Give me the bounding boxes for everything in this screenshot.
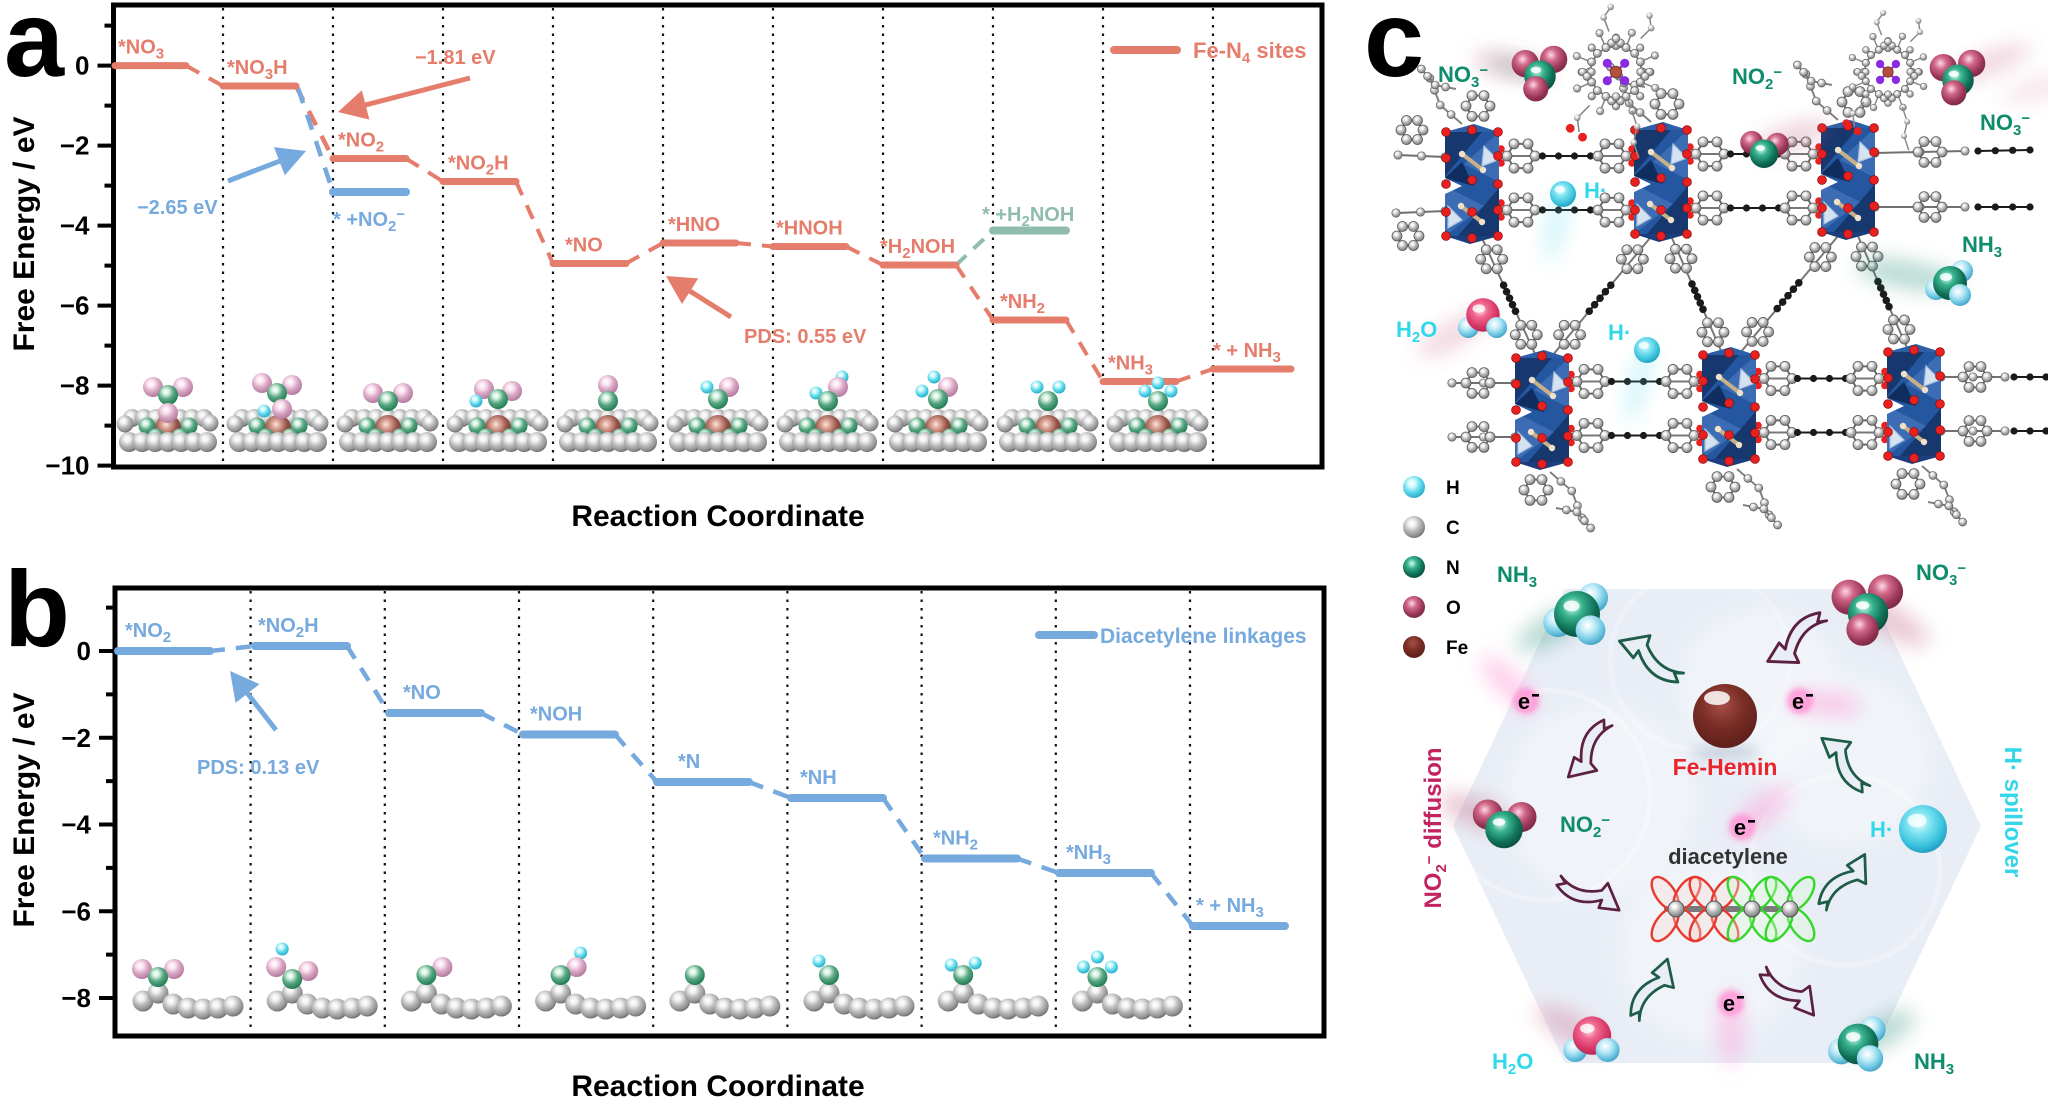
svg-text:H· spillover: H· spillover: [1999, 747, 2026, 878]
svg-text:−2.65 eV: −2.65 eV: [137, 197, 218, 219]
svg-text:*NO3​H: *NO3​H: [227, 57, 288, 83]
svg-text:*NO2​H: *NO2​H: [448, 153, 509, 179]
svg-text:−8: −8: [61, 983, 91, 1013]
svg-text:*NO3​: *NO3​: [118, 37, 164, 63]
svg-text:* + NH3​: * + NH3​: [1213, 340, 1281, 366]
svg-text:Free Energy / eV: Free Energy / eV: [8, 692, 41, 927]
svg-text:−2: −2: [60, 131, 90, 161]
svg-text:*NOH: *NOH: [530, 704, 582, 726]
svg-text:O: O: [1446, 598, 1461, 619]
svg-text:C: C: [1446, 518, 1460, 539]
svg-text:Diacetylene linkages: Diacetylene linkages: [1100, 625, 1307, 648]
svg-text:*H2​NOH: *H2​NOH: [880, 236, 955, 262]
svg-text:b: b: [4, 548, 70, 669]
svg-text:e: e: [1734, 815, 1746, 840]
svg-text:PDS: 0.13 eV: PDS: 0.13 eV: [197, 757, 320, 779]
svg-text:−2: −2: [61, 723, 91, 753]
svg-text:diacetylene: diacetylene: [1668, 844, 1788, 869]
svg-text:*NO: *NO: [565, 235, 603, 257]
svg-text:*HNO: *HNO: [668, 214, 720, 236]
svg-text:H·: H·: [1608, 320, 1631, 345]
svg-text:Reaction Coordinate: Reaction Coordinate: [571, 500, 864, 533]
svg-text:*NH: *NH: [800, 767, 837, 789]
svg-text:*N: *N: [678, 751, 700, 773]
svg-text:Free Energy / eV: Free Energy / eV: [8, 116, 41, 351]
svg-text:−4: −4: [60, 211, 90, 241]
svg-text:e: e: [1792, 689, 1804, 714]
svg-text:−4: −4: [61, 810, 91, 840]
svg-text:−8: −8: [60, 371, 90, 401]
svg-text:*NO2​H: *NO2​H: [258, 615, 319, 641]
svg-text:Fe-Hemin: Fe-Hemin: [1673, 754, 1778, 780]
svg-text:−6: −6: [60, 291, 90, 321]
svg-text:*NH3​: *NH3​: [1066, 842, 1111, 868]
svg-text:H: H: [1446, 478, 1460, 499]
svg-text:H·: H·: [1870, 817, 1893, 842]
svg-text:Fe: Fe: [1446, 638, 1468, 659]
svg-text:N: N: [1446, 558, 1460, 579]
svg-text:Reaction Coordinate: Reaction Coordinate: [571, 1070, 864, 1103]
svg-text:*HNOH: *HNOH: [776, 218, 843, 240]
svg-text:0: 0: [75, 51, 89, 81]
svg-text:H·: H·: [1584, 178, 1607, 203]
svg-text:c: c: [1364, 0, 1424, 99]
svg-text:−10: −10: [45, 451, 89, 481]
svg-text:*NO: *NO: [403, 682, 441, 704]
svg-text:e: e: [1518, 689, 1530, 714]
svg-text:−1.81 eV: −1.81 eV: [415, 47, 496, 69]
svg-text:0: 0: [77, 636, 91, 666]
svg-text:NO2​−​ diffusion: NO2​−​ diffusion: [1420, 747, 1450, 908]
svg-text:−6: −6: [61, 896, 91, 926]
svg-text:PDS: 0.55 eV: PDS: 0.55 eV: [744, 326, 867, 348]
svg-text:a: a: [4, 0, 65, 99]
svg-text:e: e: [1723, 991, 1735, 1016]
svg-text:Fe-N4​ sites: Fe-N4​ sites: [1193, 38, 1307, 67]
svg-text:* + NH3​: * + NH3​: [1196, 895, 1264, 921]
